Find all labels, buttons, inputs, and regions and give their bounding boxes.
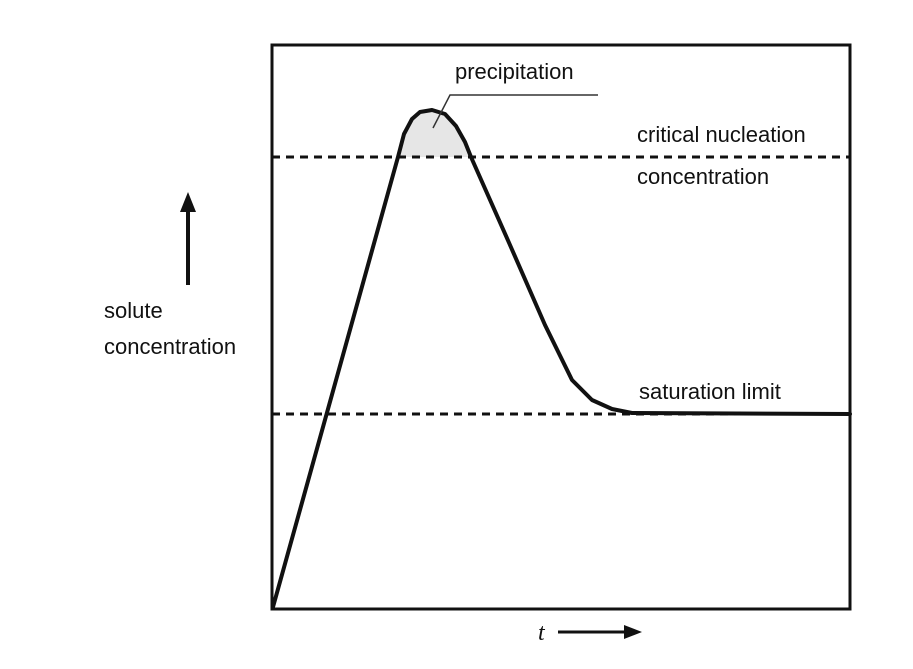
- critical-nucleation-label-line2: concentration: [637, 164, 769, 189]
- precipitation-region: [398, 110, 471, 157]
- y-axis-label-line2: concentration: [104, 334, 236, 359]
- critical-nucleation-label-line1: critical nucleation: [637, 122, 806, 147]
- x-axis-label: t: [538, 620, 546, 646]
- saturation-limit-label: saturation limit: [639, 379, 781, 404]
- y-axis-arrow-head: [180, 192, 196, 212]
- plot-frame: [270, 43, 852, 611]
- concentration-curve: [271, 108, 852, 609]
- x-axis-arrow-head: [624, 625, 642, 639]
- precipitation-label: precipitation: [455, 59, 574, 84]
- precipitation-leader-line: [432, 94, 598, 129]
- y-axis-label-line1: solute: [104, 298, 163, 323]
